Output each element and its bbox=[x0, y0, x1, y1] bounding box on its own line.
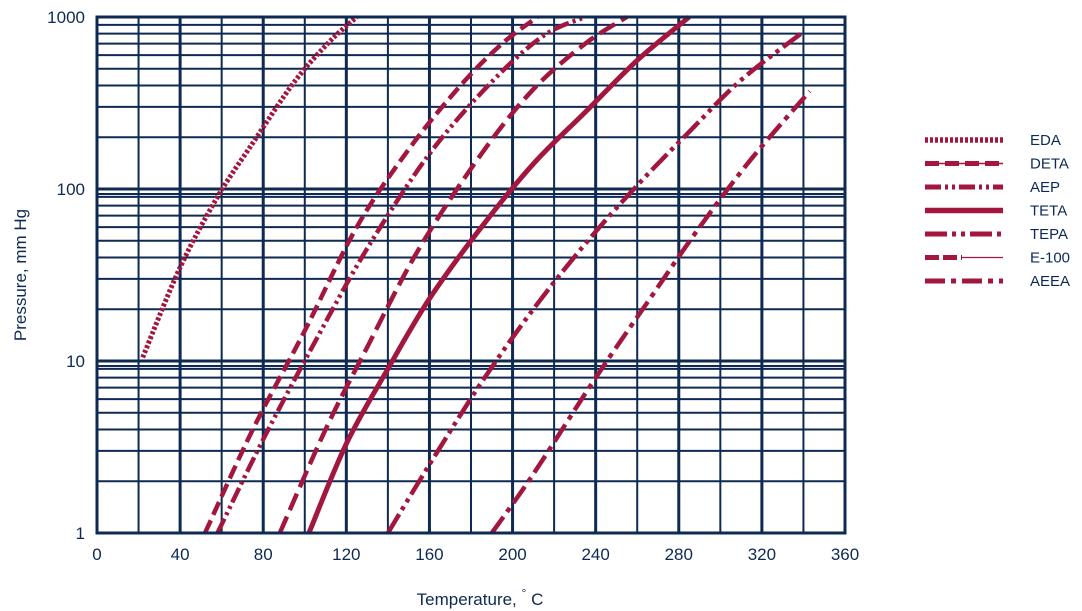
x-tick-label: 200 bbox=[498, 545, 526, 564]
plot-frame bbox=[95, 15, 847, 535]
tick-labels: 0 40 80 120 160 200 240 280 320 360 1 10 100 1000 bbox=[47, 8, 859, 564]
legend: EDA DETA AEP TETA TEPA E-100 AEEA bbox=[925, 132, 1070, 290]
x-axis-title-unit: C bbox=[531, 590, 543, 609]
x-tick-label: 360 bbox=[831, 545, 859, 564]
x-axis-title: Temperature, ° C bbox=[417, 582, 544, 609]
series-line-tepa bbox=[385, 30, 805, 535]
legend-label-tepa: TEPA bbox=[1030, 226, 1068, 243]
legend-label-deta: DETA bbox=[1030, 156, 1069, 173]
x-tick-label: 120 bbox=[332, 545, 360, 564]
y-tick-label: 100 bbox=[57, 180, 85, 199]
legend-label-e-100: E-100 bbox=[1030, 250, 1070, 267]
x-tick-label: 0 bbox=[92, 545, 101, 564]
series-line-aep bbox=[215, 14, 587, 534]
series-line-aeea bbox=[489, 89, 812, 535]
x-tick-label: 80 bbox=[254, 545, 273, 564]
legend-label-aeea: AEEA bbox=[1030, 273, 1070, 290]
x-tick-label: 240 bbox=[581, 545, 609, 564]
x-axis-title-text: Temperature, bbox=[417, 590, 517, 609]
legend-label-teta: TETA bbox=[1030, 203, 1067, 220]
y-tick-label: 1 bbox=[76, 524, 85, 543]
legend-label-eda: EDA bbox=[1030, 132, 1061, 149]
x-tick-label: 280 bbox=[665, 545, 693, 564]
degree-symbol: ° bbox=[522, 586, 527, 600]
series-line-eda bbox=[140, 15, 359, 359]
series-line-deta bbox=[202, 15, 539, 534]
y-tick-label: 10 bbox=[66, 352, 85, 371]
y-tick-label: 1000 bbox=[47, 8, 85, 27]
series-line-teta bbox=[306, 15, 691, 534]
series-line-e-100 bbox=[277, 15, 629, 534]
grid bbox=[95, 17, 847, 535]
x-tick-label: 320 bbox=[748, 545, 776, 564]
y-axis-title: Pressure, mm Hg bbox=[11, 209, 30, 341]
series-lines bbox=[140, 14, 812, 535]
x-tick-label: 40 bbox=[171, 545, 190, 564]
x-tick-label: 160 bbox=[415, 545, 443, 564]
legend-label-aep: AEP bbox=[1030, 179, 1060, 196]
